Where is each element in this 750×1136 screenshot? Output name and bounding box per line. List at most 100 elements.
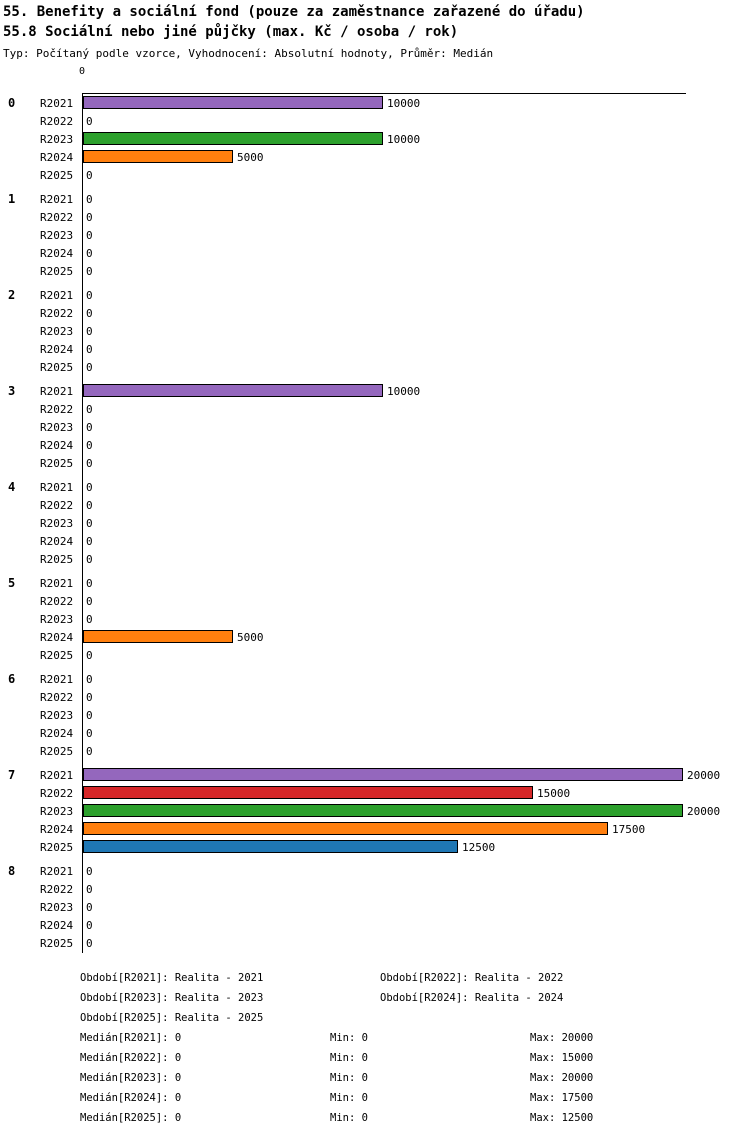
bar-group-0: 0 R2021 10000 R2022 0 R2023 10000 R2024 5000 R202… (0, 94, 750, 184)
bar-R2021 (83, 768, 683, 781)
year-label: R2025 (40, 553, 74, 566)
bar-value-label: 0 (86, 727, 93, 740)
bar-row: 4 R2021 0 (0, 478, 750, 496)
group-label: 6 (8, 672, 16, 686)
bar-row: 5 R2021 0 (0, 574, 750, 592)
bar-value-label: 0 (86, 745, 93, 758)
legend-period-item: Období[R2025]: Realita - 2025 (80, 1012, 264, 1024)
year-label: R2022 (40, 115, 74, 128)
legend-stat-item: Max: 12500 (530, 1112, 594, 1124)
bar-row: R2024 0 (0, 532, 750, 550)
legend-stat-item: Min: 0 (330, 1052, 368, 1064)
page-subtitle: 55.8 Sociální nebo jiné půjčky (max. Kč … (3, 24, 459, 40)
year-label: R2023 (40, 613, 74, 626)
bar-row: R2024 17500 (0, 820, 750, 838)
bar-group-7: 7 R2021 20000 R2022 15000 R2023 20000 R2024 1750… (0, 766, 750, 856)
bar-value-label: 0 (86, 247, 93, 260)
bar-row: R2023 10000 (0, 130, 750, 148)
bar-row: R2023 0 (0, 898, 750, 916)
bar-value-label: 0 (86, 307, 93, 320)
bar-value-label: 0 (86, 709, 93, 722)
bar-value-label: 5000 (237, 631, 264, 644)
bar-group-6: 6 R2021 0 R2022 0 R2023 0 R2024 0 R2025 0 (0, 670, 750, 760)
bar-row: 7 R2021 20000 (0, 766, 750, 784)
bar-value-label: 0 (86, 613, 93, 626)
bar-row: 8 R2021 0 (0, 862, 750, 880)
bar-value-label: 0 (86, 325, 93, 338)
legend: Období[R2021]: Realita - 2021 Období[R202… (80, 968, 680, 1128)
bar-R2024 (83, 630, 233, 643)
year-label: R2021 (40, 673, 74, 686)
group-label: 3 (8, 384, 16, 398)
x-axis-zero-tick: 0 (79, 66, 86, 77)
year-label: R2025 (40, 937, 74, 950)
year-label: R2023 (40, 325, 74, 338)
legend-stat-item: Max: 20000 (530, 1072, 594, 1084)
bar-value-label: 0 (86, 673, 93, 686)
group-label: 2 (8, 288, 16, 302)
bar-row: R2025 0 (0, 646, 750, 664)
bar-value-label: 5000 (237, 151, 264, 164)
bar-value-label: 0 (86, 361, 93, 374)
bar-value-label: 10000 (387, 385, 421, 398)
year-label: R2021 (40, 769, 74, 782)
bar-row: R2022 0 (0, 400, 750, 418)
bar-value-label: 0 (86, 343, 93, 356)
bar-value-label: 10000 (387, 97, 421, 110)
year-label: R2024 (40, 631, 74, 644)
bar-group-3: 3 R2021 10000 R2022 0 R2023 0 R2024 0 R2025 0 (0, 382, 750, 472)
legend-stat-item: Min: 0 (330, 1112, 368, 1124)
year-label: R2024 (40, 439, 74, 452)
legend-period-item: Období[R2023]: Realita - 2023 (80, 992, 264, 1004)
bar-value-label: 0 (86, 937, 93, 950)
bar-row: R2025 12500 (0, 838, 750, 856)
year-label: R2021 (40, 865, 74, 878)
group-label: 5 (8, 576, 16, 590)
bar-value-label: 10000 (387, 133, 421, 146)
bar-row: R2025 0 (0, 358, 750, 376)
legend-stat-item: Medián[R2024]: 0 (80, 1092, 182, 1104)
bar-value-label: 0 (86, 193, 93, 206)
year-label: R2024 (40, 823, 74, 836)
bar-row: R2023 0 (0, 514, 750, 532)
year-label: R2023 (40, 421, 74, 434)
bar-value-label: 0 (86, 649, 93, 662)
bar-value-label: 12500 (462, 841, 496, 854)
year-label: R2023 (40, 901, 74, 914)
year-label: R2022 (40, 691, 74, 704)
year-label: R2025 (40, 841, 74, 854)
group-label: 8 (8, 864, 16, 878)
bar-value-label: 0 (86, 481, 93, 494)
bar-row: 2 R2021 0 (0, 286, 750, 304)
legend-periods: Období[R2021]: Realita - 2021 Období[R202… (80, 968, 680, 1028)
year-label: R2021 (40, 385, 74, 398)
bar-row: R2023 0 (0, 226, 750, 244)
bar-value-label: 0 (86, 457, 93, 470)
group-label: 0 (8, 96, 16, 110)
bar-R2023 (83, 804, 683, 817)
year-label: R2022 (40, 883, 74, 896)
year-label: R2025 (40, 169, 74, 182)
bar-row: R2025 0 (0, 454, 750, 472)
bar-row: R2022 0 (0, 112, 750, 130)
bar-row: 0 R2021 10000 (0, 94, 750, 112)
year-label: R2023 (40, 805, 74, 818)
year-label: R2025 (40, 745, 74, 758)
bar-row: R2023 20000 (0, 802, 750, 820)
bar-row: R2025 0 (0, 934, 750, 952)
legend-stat-item: Medián[R2022]: 0 (80, 1052, 182, 1064)
bar-group-4: 4 R2021 0 R2022 0 R2023 0 R2024 0 R2025 0 (0, 478, 750, 568)
bar-row: R2022 0 (0, 496, 750, 514)
legend-stat-item: Medián[R2025]: 0 (80, 1112, 182, 1124)
bar-group-5: 5 R2021 0 R2022 0 R2023 0 R2024 5000 R2025 0 (0, 574, 750, 664)
legend-period-item: Období[R2021]: Realita - 2021 (80, 972, 264, 984)
bar-value-label: 0 (86, 595, 93, 608)
year-label: R2023 (40, 709, 74, 722)
group-label: 4 (8, 480, 16, 494)
bar-group-1: 1 R2021 0 R2022 0 R2023 0 R2024 0 R2025 0 (0, 190, 750, 280)
legend-stat-item: Min: 0 (330, 1072, 368, 1084)
bar-row: R2022 0 (0, 688, 750, 706)
bar-value-label: 20000 (687, 769, 721, 782)
bar-row: R2025 0 (0, 166, 750, 184)
bar-row: R2024 5000 (0, 148, 750, 166)
